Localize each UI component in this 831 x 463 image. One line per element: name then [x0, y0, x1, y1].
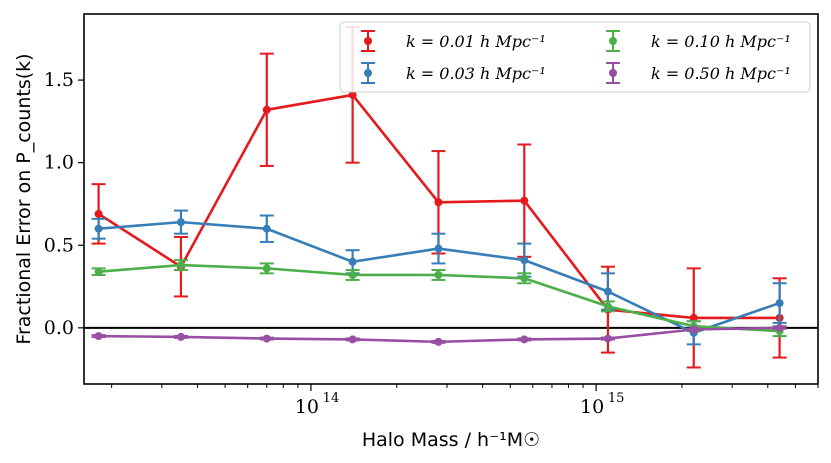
data-point-2-1 — [176, 261, 185, 270]
data-point-3-1 — [176, 332, 185, 341]
data-point-3-2 — [262, 334, 271, 343]
data-point-2-4 — [434, 270, 443, 279]
data-point-2-6 — [603, 302, 612, 311]
axes-frame — [83, 13, 819, 385]
legend-marker-1 — [364, 69, 372, 77]
legend: k = 0.01 h Mpc⁻¹ k = 0.10 h Mpc⁻¹ k = 0.03… — [339, 21, 811, 93]
data-point-0-5 — [520, 196, 529, 205]
data-point-2-0 — [94, 267, 103, 276]
data-point-1-6 — [603, 287, 612, 296]
data-point-3-6 — [603, 334, 612, 343]
data-point-3-4 — [434, 337, 443, 346]
data-point-0-0 — [94, 209, 103, 218]
data-point-1-8 — [775, 299, 784, 308]
data-point-3-5 — [520, 335, 529, 344]
legend-label-0: k = 0.01 h Mpc⁻¹ — [406, 32, 546, 51]
y-axis-label: Fractional Error on P_counts(k) — [13, 53, 35, 344]
x-axis-label: Halo Mass / h⁻¹M☉ — [362, 429, 540, 451]
axes-layer: 0.0 0.5 1.0 1.5 10 14 10 15 Halo Mass / h⁻¹M☉ Fra… — [13, 13, 819, 451]
data-point-1-2 — [262, 224, 271, 233]
legend-marker-3 — [609, 69, 617, 77]
data-point-0-3 — [348, 90, 357, 99]
y-tick-label: 1.0 — [44, 152, 74, 174]
x-tick-exponent: 15 — [608, 391, 625, 406]
data-point-2-5 — [520, 274, 529, 283]
data-point-1-4 — [434, 244, 443, 253]
legend-marker-0 — [364, 37, 372, 45]
data-point-2-2 — [262, 264, 271, 273]
data-point-0-4 — [434, 198, 443, 207]
data-point-1-0 — [94, 224, 103, 233]
legend-label-1: k = 0.03 h Mpc⁻¹ — [406, 64, 546, 83]
data-point-1-1 — [176, 218, 185, 227]
data-point-0-2 — [262, 105, 271, 114]
data-point-0-7 — [689, 313, 698, 322]
legend-label-2: k = 0.10 h Mpc⁻¹ — [651, 32, 791, 51]
legend-box — [339, 21, 811, 93]
legend-label-3: k = 0.50 h Mpc⁻¹ — [651, 64, 791, 83]
data-point-3-3 — [348, 335, 357, 344]
y-tick-label: 0.0 — [44, 317, 74, 339]
data-point-3-8 — [775, 323, 784, 332]
x-tick-label: 10 — [295, 396, 319, 418]
x-tick-exponent: 14 — [323, 391, 340, 406]
legend-marker-2 — [609, 37, 617, 45]
y-tick-label: 0.5 — [44, 234, 74, 256]
data-point-3-0 — [94, 332, 103, 341]
data-point-2-3 — [348, 270, 357, 279]
data-point-3-7 — [689, 325, 698, 334]
data-point-1-5 — [520, 256, 529, 265]
x-tick-label: 10 — [580, 396, 604, 418]
y-tick-label: 1.5 — [44, 69, 74, 91]
series-layer — [91, 26, 787, 369]
data-point-1-3 — [348, 257, 357, 266]
